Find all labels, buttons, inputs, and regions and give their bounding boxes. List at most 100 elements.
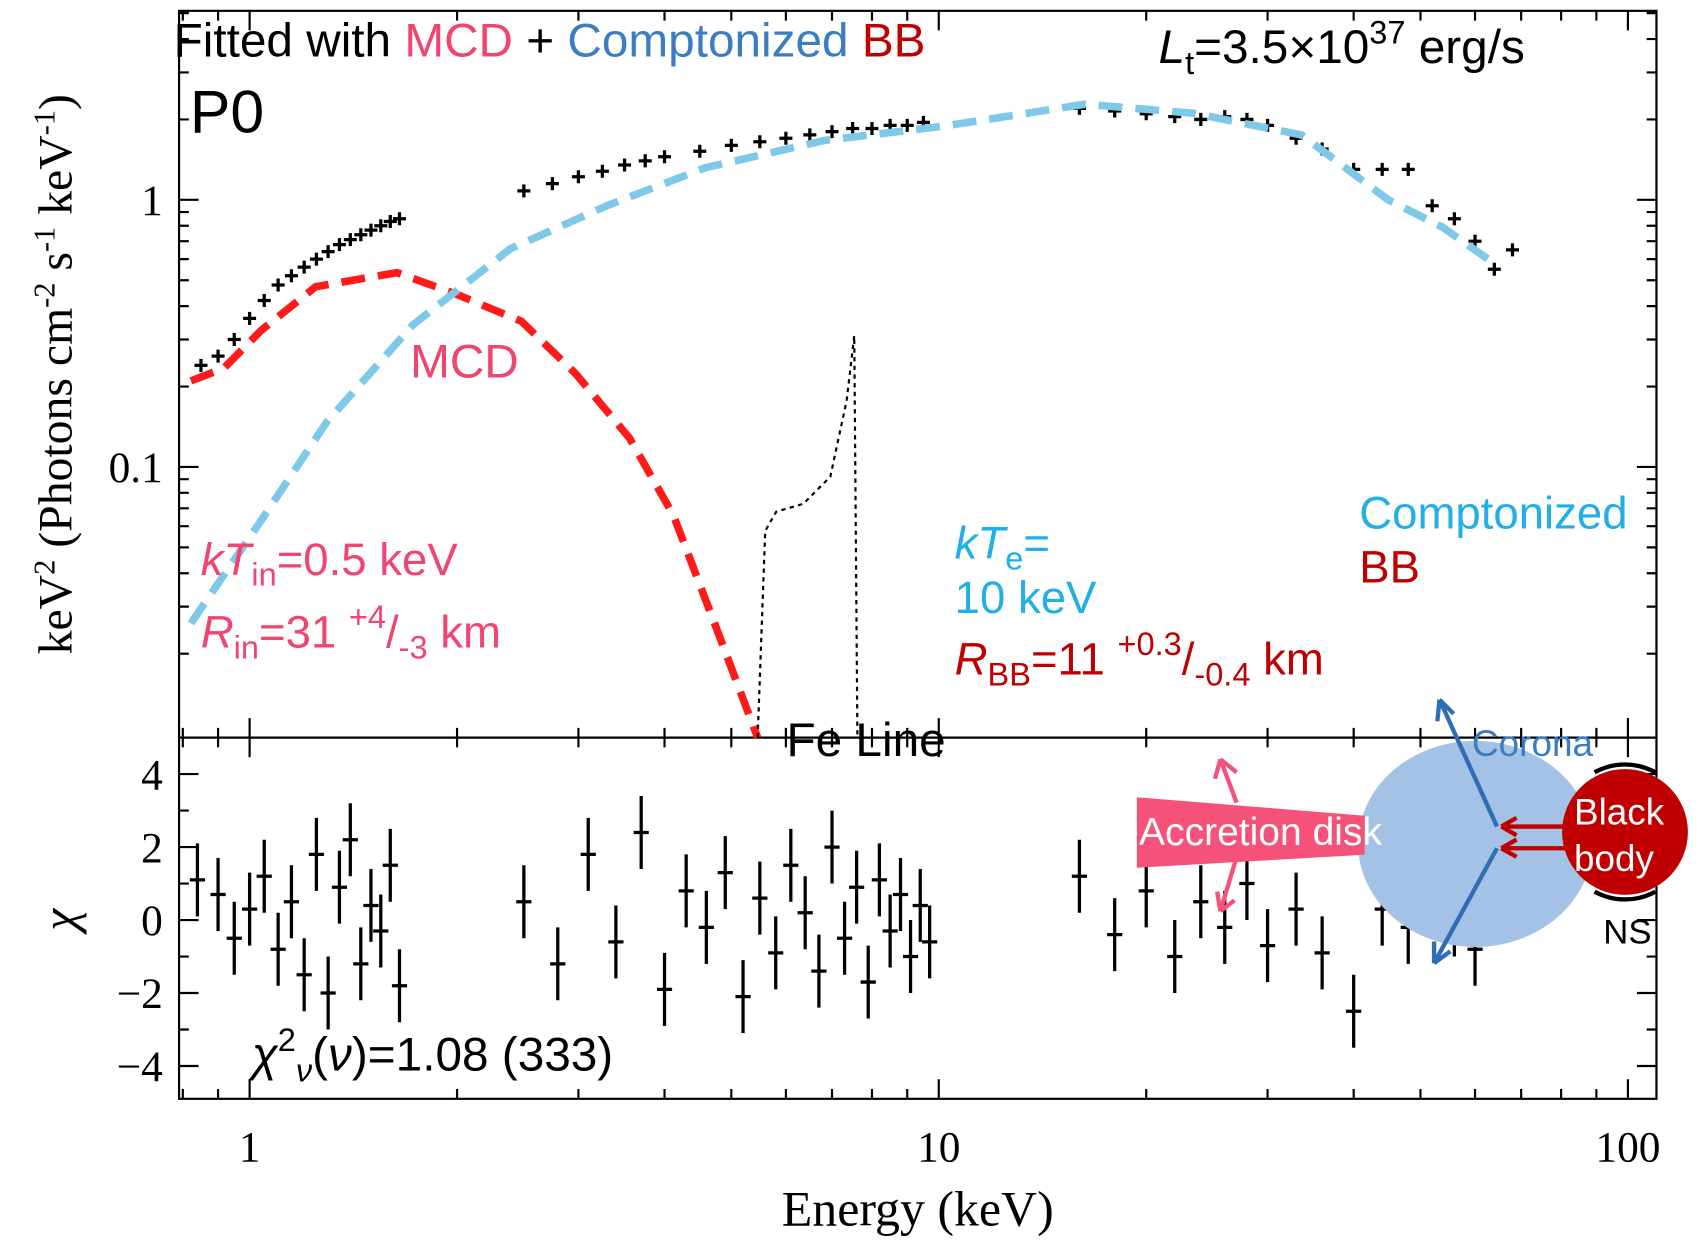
data-point	[354, 228, 368, 242]
mcd-label: MCD	[410, 335, 519, 388]
residual	[391, 949, 408, 1023]
residual	[717, 836, 733, 910]
plot-frame	[177, 9, 1658, 1100]
residual	[892, 858, 909, 931]
y-axis-label: keV2 (Photons cm-2 s-1 keV-1)	[27, 94, 82, 654]
residual	[550, 927, 566, 1001]
data-point	[243, 311, 257, 325]
model-line	[187, 100, 1499, 626]
data-point	[545, 177, 559, 191]
bb-label: BB	[1359, 541, 1420, 592]
data-point	[321, 245, 335, 259]
disk-shape	[1136, 797, 1365, 868]
residual	[1346, 974, 1362, 1048]
y-tick-label: 0.1	[109, 444, 163, 492]
bb-arrows	[1500, 815, 1571, 859]
data-point	[284, 269, 298, 283]
data-point	[900, 118, 914, 132]
data-point	[383, 214, 397, 228]
residual	[580, 817, 596, 891]
residual	[871, 843, 887, 917]
data-point	[825, 125, 839, 139]
data-point	[374, 219, 388, 233]
bb-diagram-label: Black	[1574, 791, 1665, 832]
comptonized-label: Comptonized	[1359, 487, 1627, 538]
residual	[656, 952, 673, 1026]
residual	[912, 868, 928, 942]
x-tick-label: 10	[917, 1124, 960, 1172]
data-point	[343, 233, 357, 247]
y-tick-label: 4	[141, 751, 163, 799]
panel-label: P0	[190, 77, 264, 145]
residual	[256, 839, 272, 913]
data-point	[297, 260, 311, 274]
r-in: Rin=31 +4/-3 km	[201, 599, 501, 665]
residual	[283, 865, 300, 939]
residual	[516, 865, 532, 939]
residual	[270, 912, 286, 986]
title: Fitted with MCD + Comptonized BB	[174, 14, 926, 67]
residual	[1107, 898, 1123, 972]
data-point	[595, 164, 609, 178]
y-tick-label: 2	[141, 824, 163, 872]
y-axis-label: χ	[32, 908, 87, 935]
residual	[768, 916, 784, 990]
y-tick-label: −4	[117, 1043, 163, 1091]
data-point	[724, 138, 738, 152]
residual	[1167, 920, 1183, 994]
residual	[296, 938, 312, 1012]
residual	[902, 920, 919, 994]
data-point	[1401, 162, 1415, 176]
data-point	[211, 349, 225, 363]
data-point	[1194, 112, 1208, 126]
residual	[633, 795, 649, 869]
model-line	[756, 335, 859, 738]
residual	[797, 876, 813, 950]
data-point	[309, 252, 323, 266]
luminosity: Lt=3.5×1037 erg/s	[1159, 14, 1525, 80]
residual	[678, 854, 694, 928]
corona-shape	[1358, 740, 1593, 947]
residual	[1071, 839, 1088, 913]
residual	[860, 945, 876, 1019]
data-point	[618, 158, 632, 172]
ns-label: NS	[1603, 914, 1651, 952]
statistic: χ2ν(ν)=1.08 (333)	[248, 1022, 613, 1088]
residual	[824, 810, 840, 884]
residual	[811, 934, 827, 1008]
data-point	[846, 121, 860, 135]
residual	[608, 905, 624, 979]
residual	[189, 843, 206, 917]
residual	[836, 901, 853, 975]
residual	[882, 894, 898, 968]
residual	[783, 828, 799, 902]
data-point	[1487, 262, 1501, 276]
data-point	[658, 150, 672, 164]
residual	[849, 850, 865, 924]
residual	[210, 858, 226, 931]
residual	[382, 828, 398, 902]
residual	[698, 890, 714, 964]
data-point	[332, 238, 346, 252]
residual	[320, 956, 336, 1030]
data-point	[271, 278, 285, 292]
ns-edge	[1593, 762, 1657, 902]
ticks: 0.1 1 1 10 100 4 2 0 −2 −4	[109, 10, 1660, 1172]
y-tick-label: 1	[141, 177, 163, 225]
data-point	[257, 293, 271, 307]
data-point	[227, 333, 241, 347]
residual	[308, 817, 324, 891]
y-tick-label: 0	[141, 897, 163, 945]
residual	[735, 960, 751, 1034]
data-point	[571, 170, 585, 184]
kt-in: kTin=0.5 keV	[201, 534, 459, 593]
model-line	[189, 268, 762, 739]
data-point	[779, 131, 793, 145]
data-point	[693, 144, 707, 158]
residual	[752, 861, 768, 935]
corona-arrows	[1431, 698, 1499, 965]
residual	[353, 927, 369, 1001]
corona-label: Corona	[1472, 723, 1593, 764]
data-point	[865, 121, 879, 135]
